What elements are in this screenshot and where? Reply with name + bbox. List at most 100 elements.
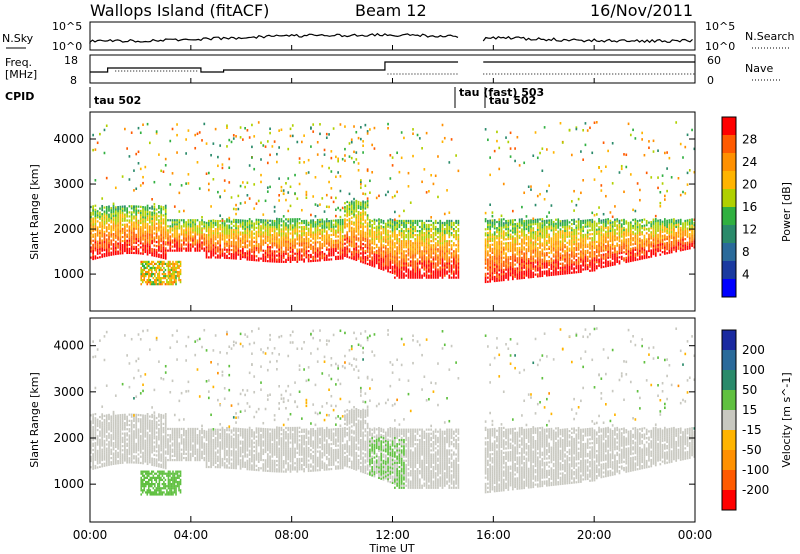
power-cell xyxy=(155,253,158,256)
power-cell xyxy=(185,243,187,246)
power-cell xyxy=(532,217,535,220)
power-cell xyxy=(105,254,108,257)
power-cell xyxy=(362,222,364,225)
power-cell xyxy=(228,238,231,241)
power-cell xyxy=(380,231,383,234)
power-cell xyxy=(421,258,423,261)
power-cell xyxy=(228,138,231,142)
power-cell xyxy=(432,274,435,277)
power-cell xyxy=(418,234,421,237)
power-cell xyxy=(364,243,367,247)
power-cell xyxy=(273,240,276,243)
power-cell xyxy=(99,244,101,247)
power-cell xyxy=(491,225,494,228)
power-cell xyxy=(441,231,444,235)
power-cell xyxy=(201,233,203,236)
power-cell xyxy=(412,270,414,273)
power-cell xyxy=(130,243,133,246)
power-cell xyxy=(148,233,151,236)
power-cell xyxy=(135,213,138,216)
power-cell xyxy=(262,213,265,216)
power-cell xyxy=(407,268,410,271)
power-cell xyxy=(90,250,92,253)
power-cell xyxy=(350,156,353,160)
power-cell xyxy=(105,252,108,255)
power-cell xyxy=(348,205,351,208)
power-cell xyxy=(534,230,537,234)
power-cell xyxy=(239,241,242,244)
power-cell xyxy=(434,264,437,267)
power-cell xyxy=(142,222,144,225)
power-cell xyxy=(214,246,217,249)
power-cell xyxy=(489,250,491,253)
power-cell xyxy=(584,264,587,267)
power-cell xyxy=(369,235,371,238)
power-cell xyxy=(151,235,153,239)
power-cell xyxy=(323,240,326,243)
power-cell xyxy=(153,226,156,229)
power-cell xyxy=(552,255,555,258)
power-cell xyxy=(455,221,457,225)
power-cell xyxy=(514,147,516,150)
power-cell xyxy=(423,244,426,247)
power-cell xyxy=(239,257,242,260)
power-cell xyxy=(119,242,122,245)
power-cell xyxy=(566,247,569,251)
power-cell xyxy=(144,246,147,250)
power-cell xyxy=(505,274,507,277)
power-cell xyxy=(291,248,294,251)
power-cell xyxy=(248,258,251,261)
power-cell xyxy=(167,241,169,244)
power-cell xyxy=(382,232,385,235)
freq-right-tick-top: 60 xyxy=(707,54,721,67)
power-cell xyxy=(348,217,351,221)
power-cell xyxy=(221,163,224,166)
power-cell xyxy=(500,258,503,262)
power-cell xyxy=(355,254,358,257)
power-cell xyxy=(119,225,122,229)
power-cell xyxy=(296,228,299,231)
power-cell xyxy=(586,229,589,232)
power-cell xyxy=(171,241,174,244)
power-cell xyxy=(359,244,362,247)
power-cell xyxy=(507,260,510,263)
power-cell xyxy=(253,167,256,171)
power-cell xyxy=(330,225,333,229)
power-cell xyxy=(546,243,548,247)
power-cell xyxy=(366,230,369,233)
power-cell xyxy=(380,243,383,246)
power-cell xyxy=(509,245,512,249)
power-cell xyxy=(448,258,451,261)
power-cell xyxy=(287,238,290,241)
power-cell xyxy=(362,204,364,207)
power-cell xyxy=(321,164,324,168)
power-cell xyxy=(92,245,94,248)
power-cell xyxy=(536,236,539,240)
power-cell xyxy=(325,258,328,261)
power-cell xyxy=(446,221,448,225)
power-cell xyxy=(335,233,337,236)
power-cell xyxy=(418,274,421,277)
power-cell xyxy=(378,228,380,231)
power-cell xyxy=(262,259,265,262)
power-cell xyxy=(217,246,219,249)
power-cell xyxy=(228,230,231,233)
power-cell xyxy=(412,244,414,247)
power-cell xyxy=(171,221,174,224)
power-cell xyxy=(298,256,301,259)
power-cell xyxy=(432,246,435,249)
power-cell xyxy=(219,252,222,255)
power-cell xyxy=(153,214,156,217)
power-cell xyxy=(489,221,491,224)
power-cell xyxy=(555,259,557,262)
power-cell xyxy=(589,223,591,226)
power-cell xyxy=(316,153,319,156)
power-cell xyxy=(516,243,519,246)
power-cell xyxy=(498,251,501,254)
power-cell xyxy=(489,256,491,259)
power-cell xyxy=(525,242,528,245)
power-cell xyxy=(561,248,564,251)
power-cell xyxy=(103,255,106,258)
power-cell xyxy=(169,247,172,250)
power-cell xyxy=(337,206,339,210)
